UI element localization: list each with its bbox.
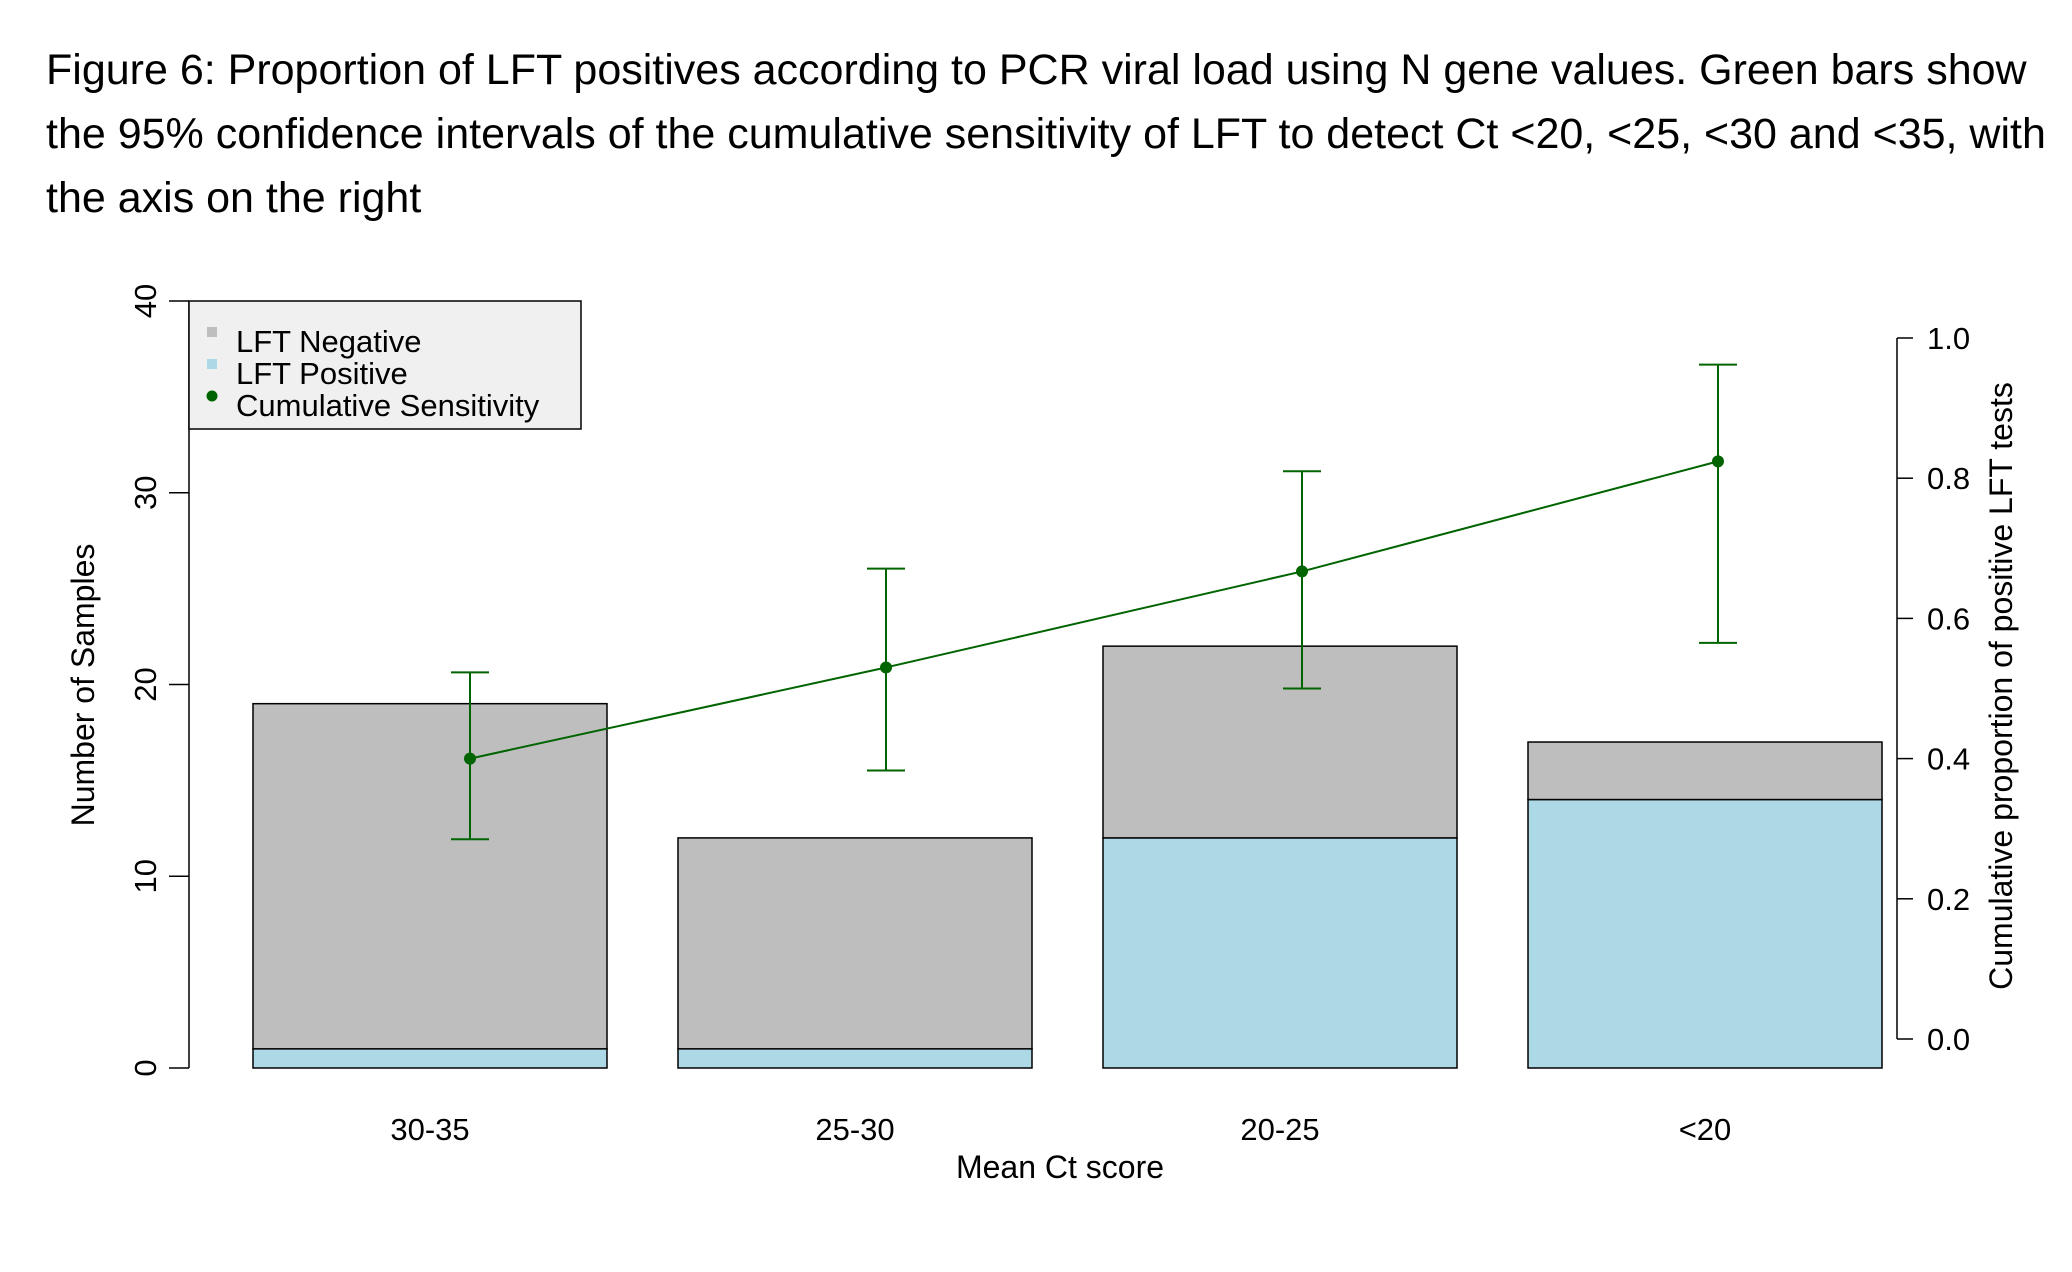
category-label-3: <20 <box>1679 1112 1732 1147</box>
left-tick-label-0: 0 <box>128 1059 163 1076</box>
x-axis-label: Mean Ct score <box>956 1149 1164 1185</box>
sensitivity-point-0 <box>464 752 476 765</box>
left-tick-label-2: 20 <box>128 667 163 701</box>
left-tick-label-1: 10 <box>128 859 163 893</box>
legend-box <box>188 300 582 430</box>
legend-positive-label: LFT Positive <box>236 356 408 391</box>
bar-lft-positive-2 <box>1102 837 1458 1069</box>
legend: LFT Negative LFT Positive Cumulative Sen… <box>188 300 582 430</box>
legend-sensitivity-label: Cumulative Sensitivity <box>236 388 540 423</box>
legend-negative-swatch <box>207 327 217 337</box>
left-axis: 0 10 20 30 40 <box>128 284 190 1077</box>
right-tick-label-4: 0.8 <box>1927 461 1970 496</box>
sensitivity-line <box>469 460 1719 760</box>
left-tick-label-4: 40 <box>128 284 163 318</box>
bar-lft-negative-0 <box>252 702 608 1050</box>
bar-lft-negative-3 <box>1527 741 1883 801</box>
sensitivity-point-2 <box>1296 565 1308 578</box>
right-tick-label-1: 0.2 <box>1927 882 1970 917</box>
right-tick-label-3: 0.6 <box>1927 601 1970 636</box>
legend-sensitivity-marker <box>206 390 218 402</box>
bar-group <box>252 645 1883 1069</box>
category-label-0: 30-35 <box>390 1112 469 1147</box>
y-axis-label: Number of Samples <box>65 544 101 827</box>
legend-positive-swatch <box>207 359 217 369</box>
bar-lft-positive-0 <box>252 1048 608 1069</box>
legend-negative-label: LFT Negative <box>236 324 422 359</box>
right-tick-label-2: 0.4 <box>1927 742 1970 777</box>
right-tick-label-5: 1.0 <box>1927 321 1970 356</box>
bar-lft-negative-1 <box>677 837 1033 1050</box>
sensitivity-point-1 <box>880 661 892 674</box>
bar-lft-negative-2 <box>1102 645 1458 839</box>
bar-lft-positive-3 <box>1527 798 1883 1069</box>
y2-axis-label: Cumulative proportion of positive LFT te… <box>1983 382 2019 990</box>
sensitivity-series <box>451 363 1737 841</box>
bar-lft-positive-1 <box>677 1048 1033 1069</box>
right-axis: 0.0 0.2 0.4 0.6 0.8 1.0 <box>1896 321 1970 1057</box>
figure-caption: Figure 6: Proportion of LFT positives ac… <box>46 46 2046 222</box>
category-label-1: 25-30 <box>815 1112 894 1147</box>
left-tick-label-3: 30 <box>128 476 163 510</box>
sensitivity-point-3 <box>1712 455 1724 468</box>
right-tick-label-0: 0.0 <box>1927 1022 1970 1057</box>
category-label-2: 20-25 <box>1240 1112 1319 1147</box>
x-axis: 30-35 25-30 20-25 <20 <box>390 1112 1731 1147</box>
